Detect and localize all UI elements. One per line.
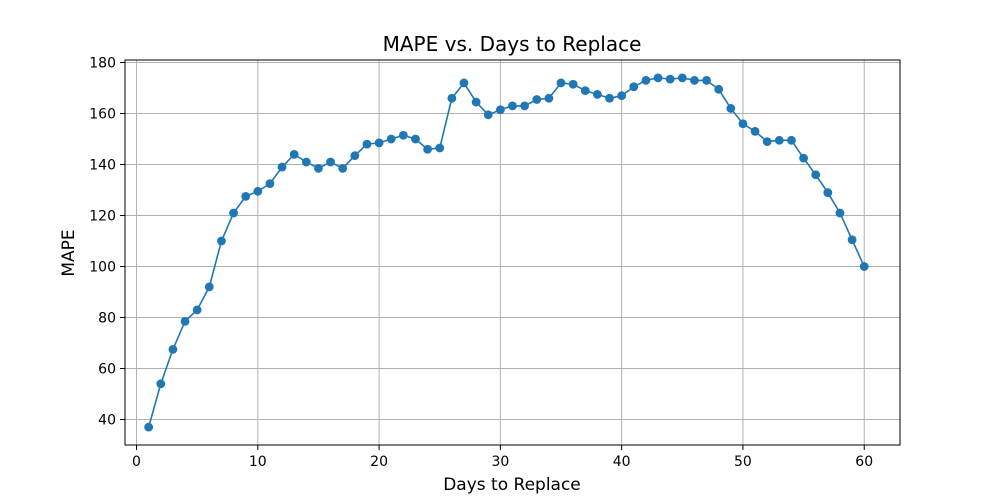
- data-point: [532, 95, 542, 104]
- y-tick-label: 60: [98, 362, 116, 378]
- data-point: [714, 84, 724, 94]
- y-tick-label: 100: [89, 260, 116, 276]
- data-point: [847, 235, 857, 245]
- data-point: [253, 186, 263, 196]
- data-point: [156, 379, 166, 389]
- data-point: [544, 93, 554, 103]
- y-tick-label: 140: [89, 158, 116, 174]
- chart-title: MAPE vs. Days to Replace: [383, 32, 642, 56]
- data-point: [580, 86, 590, 95]
- tick-layer: 0 10 20 30 40 50 60 40 60 80 100 120 140 160 180: [89, 56, 873, 470]
- data-point: [605, 93, 614, 103]
- plot-frame: [124, 59, 901, 446]
- data-point: [823, 188, 833, 197]
- data-point: [653, 73, 663, 83]
- data-point: [362, 139, 372, 149]
- data-point: [350, 151, 360, 161]
- data-point: [750, 126, 760, 136]
- data-point: [289, 149, 299, 159]
- y-tick-label: 40: [98, 413, 116, 429]
- data-point: [192, 305, 202, 315]
- data-point: [423, 144, 433, 154]
- data-point: [702, 75, 711, 85]
- data-point: [168, 344, 178, 354]
- data-point: [738, 119, 748, 129]
- x-tick-label: 60: [855, 454, 873, 470]
- data-point: [787, 135, 796, 145]
- data-point: [447, 93, 457, 103]
- data-point: [677, 73, 687, 83]
- data-point: [690, 75, 699, 85]
- data-point: [483, 110, 493, 120]
- data-point: [374, 138, 384, 148]
- data-point: [641, 75, 651, 85]
- data-point: [762, 137, 772, 146]
- data-point: [520, 101, 530, 111]
- y-tick-label: 180: [89, 56, 116, 72]
- data-point: [859, 262, 869, 271]
- data-point: [180, 316, 190, 326]
- data-point: [277, 162, 287, 172]
- data-point: [568, 79, 578, 89]
- data-point: [435, 143, 445, 153]
- data-point: [471, 97, 481, 107]
- data-point: [144, 422, 154, 432]
- data-point: [398, 130, 408, 140]
- y-tick-label: 80: [98, 311, 116, 327]
- data-point: [799, 153, 808, 163]
- data-point: [726, 104, 736, 113]
- data-point: [629, 82, 639, 92]
- data-point: [556, 78, 566, 88]
- data-point: [617, 91, 627, 101]
- data-point: [811, 170, 821, 180]
- grid-lines: [125, 60, 900, 445]
- y-tick-label: 120: [89, 209, 116, 225]
- y-tick-label: 160: [89, 107, 116, 123]
- data-point: [229, 208, 238, 218]
- data-point: [265, 179, 275, 189]
- data-point: [495, 105, 505, 115]
- data-point: [459, 78, 469, 88]
- x-tick-label: 30: [491, 454, 509, 470]
- data-point: [338, 163, 348, 173]
- data-point: [665, 74, 675, 84]
- data-point: [301, 157, 311, 167]
- series-layer: [144, 73, 869, 432]
- x-tick-label: 40: [613, 454, 631, 470]
- data-point: [835, 208, 845, 218]
- data-point: [774, 135, 784, 145]
- data-point: [508, 101, 517, 111]
- data-point: [314, 163, 323, 173]
- x-axis-label: Days to Replace: [443, 475, 581, 495]
- data-point: [204, 282, 214, 292]
- data-point: [411, 134, 420, 144]
- data-point: [241, 192, 251, 201]
- data-point: [217, 236, 226, 246]
- data-point: [592, 90, 602, 99]
- x-tick-label: 20: [370, 454, 388, 470]
- y-axis-label: MAPE: [59, 229, 79, 276]
- x-tick-label: 50: [734, 454, 752, 470]
- data-point: [326, 157, 335, 167]
- x-tick-label: 10: [249, 454, 267, 470]
- x-tick-label: 0: [132, 454, 141, 470]
- data-point: [386, 134, 396, 144]
